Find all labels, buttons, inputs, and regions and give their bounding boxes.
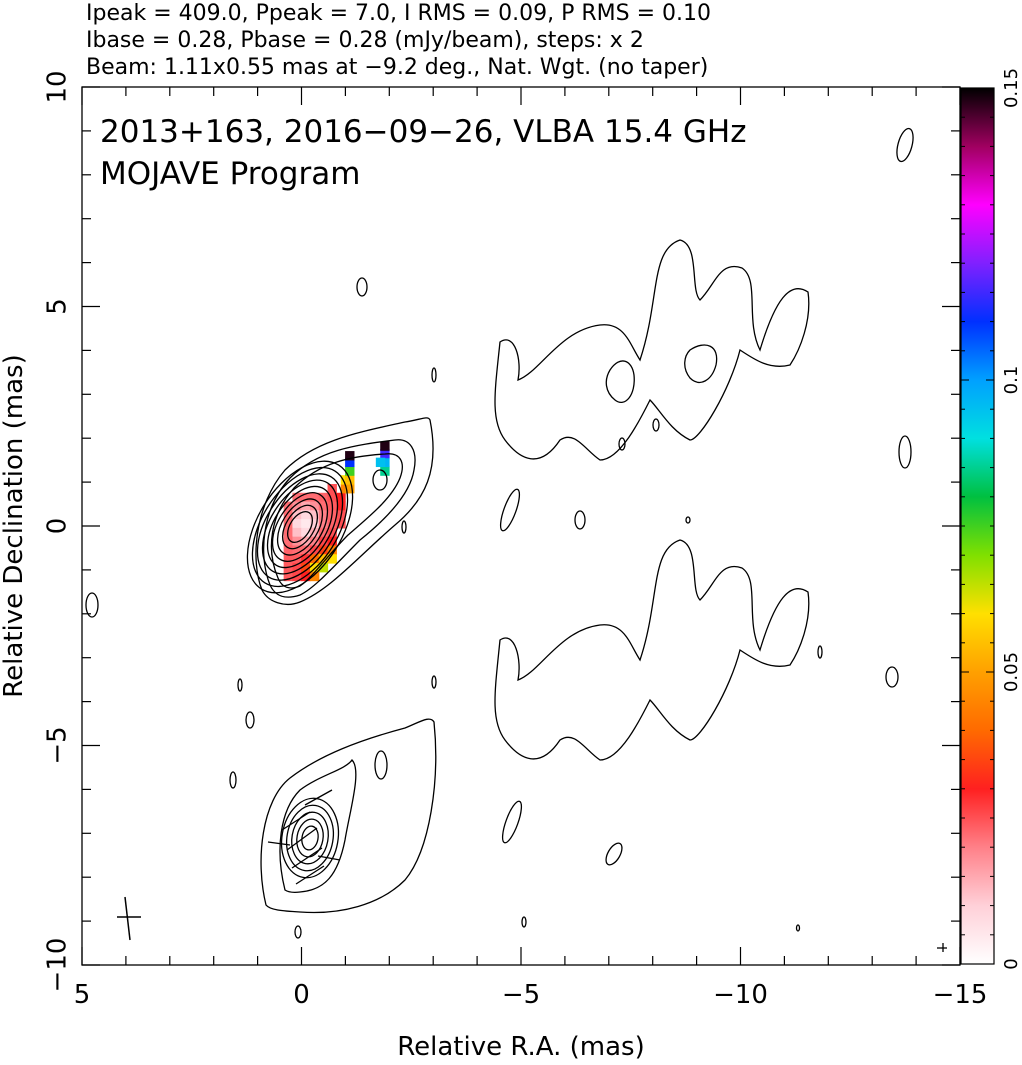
polarization-pixel <box>283 510 294 520</box>
extended-contour-upper-2 <box>605 360 635 403</box>
polarization-pixel <box>318 519 329 529</box>
polarization-pixel <box>327 483 337 494</box>
plot-frame <box>81 86 961 966</box>
polarization-pixel <box>309 554 320 564</box>
header-line-3: Beam: 1.11x0.55 mas at −9.2 deg., Nat. W… <box>86 55 708 80</box>
y-tick-label: −10 <box>43 938 73 993</box>
polarization-pixel <box>283 554 294 564</box>
colorbar-tick-labels: 0 0.05 0.1 0.15 <box>1001 68 1022 970</box>
x-axis-label: Relative R.A. (mas) <box>397 1032 644 1061</box>
polarization-pixel <box>327 545 337 555</box>
x-tick-label: 0 <box>293 980 310 1010</box>
chart-title: 2013+163, 2016−09−26, VLBA 15.4 GHz <box>100 114 746 150</box>
polarization-pixel <box>301 519 311 529</box>
x-tick-label: 5 <box>74 980 91 1010</box>
polarization-pixel <box>309 492 320 503</box>
extended-contour-upper-3 <box>684 344 718 383</box>
y-axis-label: Relative Declination (mas) <box>0 354 29 697</box>
polarization-vectors <box>267 789 341 885</box>
polarization-pixel <box>380 466 390 476</box>
polarization-pixel <box>327 536 337 547</box>
colorbar-tick-label: 0.15 <box>1001 68 1022 108</box>
polarization-pixel <box>292 501 302 511</box>
y-tick-label: 0 <box>43 518 73 535</box>
colorbar-tick-label: 0.05 <box>1001 652 1022 692</box>
colorbar-tick-label: 0 <box>1001 958 1022 969</box>
colorbar-gradient <box>961 88 994 964</box>
chart-subtitle: MOJAVE Program <box>100 156 360 192</box>
polarization-pixel <box>292 571 302 582</box>
colorbar: 0 0.05 0.1 0.15 <box>960 68 1022 970</box>
extended-contour-upper-1 <box>494 239 810 461</box>
polarization-pixel <box>301 492 311 503</box>
polarization-pixel <box>318 501 329 511</box>
axis-ticks <box>81 86 961 966</box>
polarization-pixel <box>292 519 302 529</box>
header-line-2: Ibase = 0.28, Pbase = 0.28 (mJy/beam), s… <box>86 28 644 53</box>
polarization-pixel <box>283 527 294 538</box>
y-tick-label: 5 <box>43 298 73 315</box>
jet-contour-upper-2 <box>262 439 416 598</box>
polarization-pixel <box>292 492 302 503</box>
polarization-pixel <box>318 563 329 573</box>
colorbar-ticks <box>961 87 994 965</box>
jet-contour-upper-3 <box>270 453 403 589</box>
polarization-pixel <box>309 527 320 538</box>
polarization-pixel <box>309 501 320 511</box>
polarization-pixel <box>309 510 320 520</box>
polarization-pixel <box>292 545 302 555</box>
polarization-pixel <box>301 527 311 538</box>
x-tick-label: −10 <box>713 980 768 1010</box>
extended-contour-lower-1 <box>494 539 810 761</box>
polarization-pixel <box>301 563 311 573</box>
polarization-pixel <box>309 563 320 573</box>
polarization-pixel <box>318 545 329 555</box>
scale-marker <box>937 943 947 952</box>
jet-contour-upper-1 <box>255 417 434 605</box>
polarization-pixel <box>318 536 329 547</box>
polarization-pixel <box>301 501 311 511</box>
header-line-1: Ipeak = 409.0, Ppeak = 7.0, I RMS = 0.09… <box>86 1 711 26</box>
polarization-pixel <box>345 466 355 476</box>
polarization-pixel <box>345 483 355 494</box>
polarization-pixel <box>292 527 302 538</box>
jet-contour-lower-1 <box>260 718 437 914</box>
y-tick-label: −5 <box>43 726 73 764</box>
core-lower-outer <box>279 758 357 894</box>
axis-tick-labels: 5 0 −5 −10 −15 10 5 0 −5 −10 <box>43 70 988 1010</box>
polarization-pixel <box>301 510 311 520</box>
polarization-pixel <box>283 519 294 529</box>
contour-layer <box>85 127 914 939</box>
polarization-pixel <box>336 519 346 529</box>
polarization-pixel <box>318 510 329 520</box>
polarization-pixel <box>283 545 294 555</box>
polarization-pixel <box>327 554 337 564</box>
polarization-pixel <box>292 563 302 573</box>
polarization-pixel <box>375 457 386 468</box>
polarization-pixel <box>380 441 390 451</box>
beam-marker <box>117 896 141 941</box>
polarization-pixel <box>327 492 337 503</box>
polarization-pixel <box>309 536 320 547</box>
polarization-pixel <box>327 527 337 538</box>
polarization-pixel <box>345 451 355 461</box>
y-tick-label: 10 <box>43 70 73 103</box>
colorbar-tick-label: 0.1 <box>1001 366 1022 395</box>
polarization-pixel <box>318 527 329 538</box>
polarization-pixel <box>301 545 311 555</box>
polarization-pixel <box>309 519 320 529</box>
x-tick-label: −15 <box>933 980 988 1010</box>
polarization-pixel <box>336 501 346 511</box>
polarization-pixel <box>283 536 294 547</box>
polarization-pixel <box>345 457 355 468</box>
core-contours-lower <box>280 797 340 879</box>
x-tick-label: −5 <box>502 980 540 1010</box>
jet-knot-upper <box>372 469 388 491</box>
polarization-pixel <box>309 571 320 582</box>
polarization-pixel <box>283 571 294 582</box>
polarization-pixel <box>336 492 346 503</box>
polarization-pixel <box>327 519 337 529</box>
